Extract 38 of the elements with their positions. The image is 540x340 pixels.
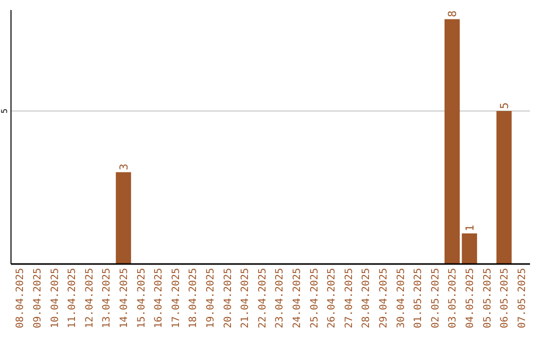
bar: [116, 172, 132, 264]
bar: [444, 19, 460, 264]
x-tick-label: 16.04.2025: [154, 268, 165, 328]
x-tick-label: 17.04.2025: [170, 268, 182, 328]
x-tick-label: 19.04.2025: [205, 268, 216, 328]
x-tick-label: 20.04.2025: [222, 268, 234, 328]
x-tick-label: 21.04.2025: [240, 268, 252, 328]
data-label: 3: [117, 164, 130, 170]
data-label: 1: [463, 224, 476, 232]
x-tick-label: 22.04.2025: [257, 268, 268, 328]
x-tick-label: 11.04.2025: [67, 268, 78, 328]
x-tick-label: 08.04.2025: [15, 268, 26, 328]
x-tick-label: 03.05.2025: [448, 268, 459, 328]
bar: [496, 110, 512, 264]
data-label: 8: [446, 10, 460, 18]
x-tick-label: 14.04.2025: [118, 268, 130, 328]
x-tick-label: 01.05.2025: [413, 268, 424, 328]
x-tick-label: 10.04.2025: [50, 268, 61, 328]
x-tick-label: 13.04.2025: [102, 268, 113, 328]
x-tick-label: 26.04.2025: [326, 268, 338, 328]
x-tick-label: 02.05.2025: [430, 268, 442, 328]
x-tick-label: 30.04.2025: [396, 268, 407, 328]
x-tick-label: 05.05.2025: [482, 268, 494, 328]
x-tick-label: 04.05.2025: [464, 268, 476, 328]
x-tick-label: 23.04.2025: [274, 268, 286, 328]
x-tick-label: 28.04.2025: [361, 268, 372, 328]
x-tick-label: 18.04.2025: [188, 268, 200, 328]
x-tick-label: 15.04.2025: [136, 268, 148, 328]
x-tick-label: 07.05.2025: [516, 268, 528, 328]
x-tick-label: 27.04.2025: [344, 268, 355, 328]
data-label: 5: [498, 102, 512, 109]
x-tick-label: 09.04.2025: [32, 268, 44, 328]
x-tick-label: 29.04.2025: [378, 268, 390, 328]
x-tick-label: 12.04.2025: [84, 268, 96, 328]
x-tick-label: 06.05.2025: [500, 268, 511, 328]
x-tick-label: 24.04.2025: [292, 268, 303, 328]
bar: [462, 233, 478, 264]
x-tick-label: 25.04.2025: [309, 268, 320, 328]
